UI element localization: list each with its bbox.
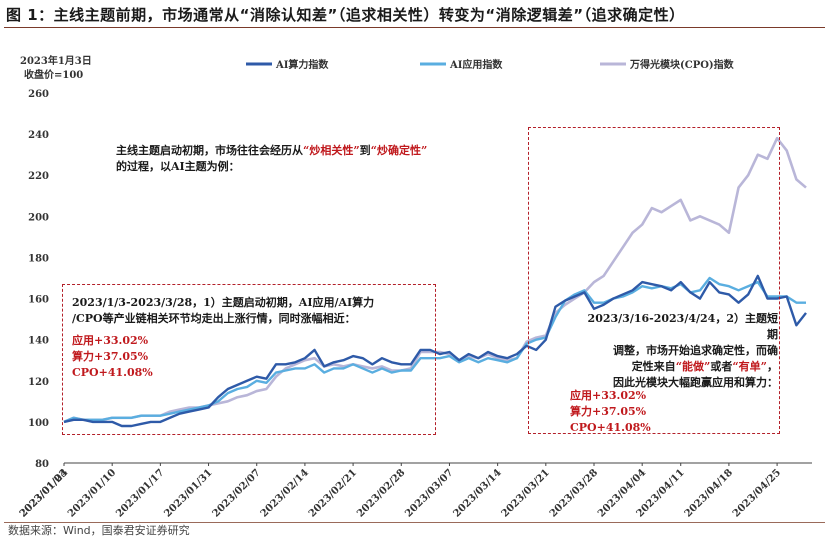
left-stat-computing: 算力+37.05% (72, 350, 149, 363)
right-highlight-has-orders: “有单” (732, 360, 767, 373)
legend-label: AI应用指数 (449, 58, 503, 71)
right-annotation-line-1: 2023/3/16-2023/4/24，2）主题短期 (587, 312, 778, 341)
intro-text-line2: 的过程，以AI主题为例： (116, 160, 240, 173)
x-tick-label: 2023/03/07 (403, 467, 455, 519)
footer-rule (4, 522, 825, 523)
left-annotation-line-1: 2023/1/3-2023/3/28，1）主题启动初期，AI应用/AI算力 (72, 296, 375, 309)
y-tick-label: 120 (28, 377, 49, 388)
right-line3-mid: 或者 (710, 360, 733, 373)
x-tick-label: 2023/04/18 (683, 467, 735, 519)
y-axis-label-line-1: 2023年1月3日 (20, 54, 92, 67)
left-stat-cpo: CPO+41.08% (72, 366, 153, 379)
right-stat-application: 应用+33.02% (570, 389, 647, 402)
x-tick-label: 2023/03/28 (548, 467, 600, 519)
right-line3-prefix: 定性来自 (631, 360, 676, 373)
intro-annotation: 主线主题启动初期，市场往往会经历从“炒相关性”到“炒确定性” 的过程，以AI主题… (116, 143, 536, 175)
right-annotation: 2023/3/16-2023/4/24，2）主题短期 调整，市场开始追求确定性，… (578, 311, 778, 391)
title-rule (4, 27, 825, 28)
right-stats: 应用+33.02% 算力+37.05% CPO+41.08% (570, 388, 690, 436)
x-tick-label: 2023/01/24 (18, 467, 70, 519)
x-tick-label: 2023/03/14 (451, 467, 503, 519)
right-highlight-can-do: “能做” (675, 360, 711, 373)
y-axis-label-line-2: 收盘价=100 (24, 68, 83, 81)
y-tick-label: 180 (28, 253, 49, 264)
y-tick-label: 100 (28, 418, 49, 429)
left-annotation-box (62, 284, 436, 435)
intro-text-mid: 到 (359, 144, 371, 157)
x-tick-label: 2023/03/21 (500, 467, 552, 519)
intro-highlight-correlation: “炒相关性” (303, 144, 360, 157)
y-tick-label: 200 (28, 212, 49, 223)
left-annotation-line-2: /CPO等产业链相关环节均走出上涨行情，同时涨幅相近： (72, 312, 356, 325)
right-stat-computing: 算力+37.05% (570, 405, 647, 418)
x-tick-label: 2023/04/25 (731, 467, 783, 519)
x-tick-label: 2023/01/31 (162, 467, 214, 519)
legend-label: AI算力指数 (275, 58, 329, 71)
right-stat-cpo: CPO+41.08% (570, 421, 651, 434)
right-line3-suffix: ， (767, 360, 778, 373)
x-tick-label: 2023/02/07 (211, 467, 263, 519)
x-tick-label: 2023/02/28 (355, 467, 407, 519)
legend: AI算力指数 AI应用指数 万得光模块(CPO)指数 (246, 58, 735, 71)
y-tick-label: 80 (35, 459, 49, 470)
figure-title: 图 1：主线主题前期，市场通常从“消除认知差”（追求相关性）转变为“消除逻辑差”… (6, 6, 685, 24)
left-annotation: 2023/1/3-2023/3/28，1）主题启动初期，AI应用/AI算力 /C… (72, 295, 432, 381)
right-annotation-line-3: 定性来自“能做”或者“有单”， (578, 359, 778, 375)
intro-text-prefix: 主线主题启动初期，市场往往会经历从 (116, 144, 303, 157)
y-axis-label: 2023年1月3日 收盘价=100 (20, 54, 92, 81)
x-tick-label: 2023/02/14 (259, 467, 311, 519)
intro-highlight-certainty: “炒确定性” (370, 144, 428, 157)
right-annotation-box (528, 127, 780, 434)
right-annotation-line-2: 调整，市场开始追求确定性，而确 (613, 344, 778, 357)
y-tick-label: 160 (28, 295, 49, 306)
source-note: 数据来源：Wind，国泰君安证券研究 (8, 524, 190, 537)
y-tick-label: 140 (28, 336, 49, 347)
left-stat-application: 应用+33.02% (72, 334, 149, 347)
y-tick-label: 260 (28, 89, 49, 100)
x-tick-label: 2023/01/10 (66, 467, 118, 519)
x-tick-label: 2023/01/17 (114, 467, 166, 519)
right-annotation-line-4: 因此光模块大幅跑赢应用和算力： (613, 376, 778, 389)
legend-label: 万得光模块(CPO)指数 (629, 58, 735, 71)
x-tick-label: 2023/02/21 (307, 467, 359, 519)
y-tick-label: 220 (28, 171, 49, 182)
y-tick-label: 240 (28, 130, 49, 141)
